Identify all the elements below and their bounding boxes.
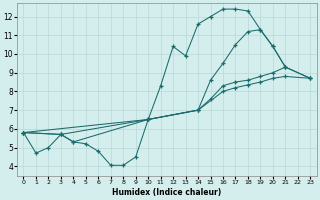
X-axis label: Humidex (Indice chaleur): Humidex (Indice chaleur) [112,188,221,197]
